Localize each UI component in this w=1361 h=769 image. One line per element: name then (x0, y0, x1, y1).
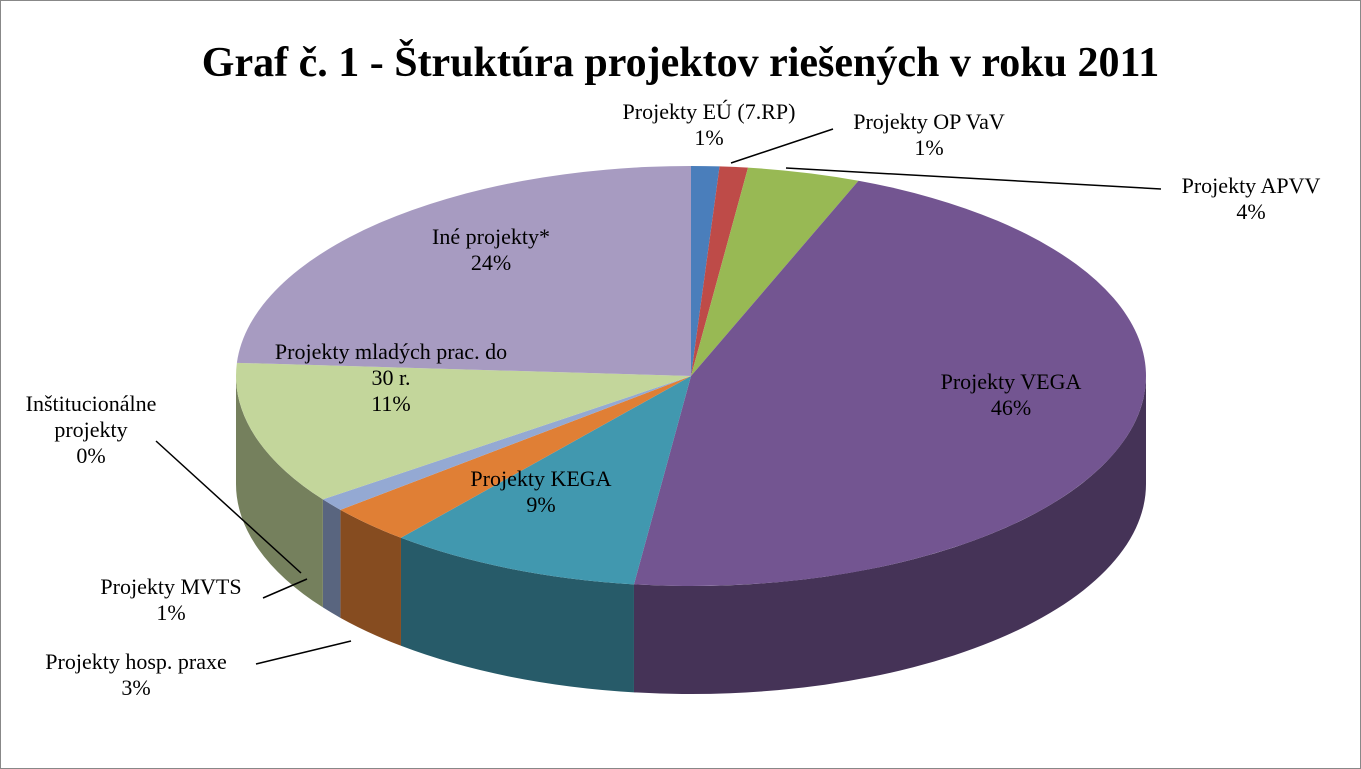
category-label: Projekty MVTS (100, 574, 242, 599)
value-label: 3% (121, 675, 151, 700)
slice-label: Projekty APVV 4% (1131, 173, 1360, 225)
pie-slice (633, 180, 1147, 586)
category-label: Projekty APVV (1181, 173, 1321, 198)
category-label: Inštitucionálne projekty (25, 391, 157, 442)
category-label: Projekty mladých prac. do 30 r. (274, 339, 508, 390)
pie-side (236, 376, 323, 608)
value-label: 9% (526, 492, 556, 517)
pie-slice (322, 376, 691, 510)
value-label: 1% (694, 125, 724, 150)
pie-side (340, 509, 401, 646)
leader-line (255, 640, 352, 665)
slice-label: Projekty VEGA 46% (891, 369, 1131, 421)
slice-label: Projekty KEGA 9% (421, 466, 661, 518)
value-label: 0% (76, 443, 106, 468)
pie-slice (691, 167, 859, 376)
category-label: Projekty OP VaV (853, 109, 1005, 134)
pie-side (633, 376, 1146, 695)
slice-label: Iné projekty* 24% (371, 224, 611, 276)
leader-line (155, 440, 302, 574)
pie-slice (340, 376, 691, 538)
pie-slice (400, 376, 691, 585)
category-label: Projekty KEGA (470, 466, 612, 491)
slice-label: Projekty MVTS 1% (51, 574, 291, 626)
pie-slice (691, 166, 720, 376)
leader-line (730, 128, 834, 164)
chart-title: Graf č. 1 - Štruktúra projektov riešenýc… (201, 40, 1160, 86)
value-label: 46% (990, 395, 1032, 420)
value-label: 1% (914, 135, 944, 160)
leader-line (262, 578, 308, 599)
value-label: 1% (156, 600, 186, 625)
value-label: 11% (371, 391, 411, 416)
slice-label: Projekty mladých prac. do 30 r. 11% (269, 339, 514, 417)
pie-side (400, 537, 634, 693)
pie-slice (691, 166, 749, 376)
pie-slice (236, 362, 692, 500)
slice-label: Projekty OP VaV 1% (809, 109, 1049, 161)
leader-line (785, 167, 1162, 190)
category-label: Iné projekty* (432, 224, 550, 249)
slice-label: Projekty hosp. praxe 3% (6, 649, 266, 701)
slice-label: Inštitucionálne projekty 0% (11, 391, 171, 469)
pie-slice (236, 166, 692, 376)
value-label: 24% (470, 250, 512, 275)
category-label: Projekty EÚ (7.RP) (622, 99, 796, 124)
value-label: 4% (1236, 199, 1266, 224)
category-label: Projekty hosp. praxe (45, 649, 227, 674)
slice-label: Projekty EÚ (7.RP) 1% (579, 99, 839, 151)
category-label: Projekty VEGA (940, 369, 1082, 394)
pie-side (322, 499, 341, 618)
